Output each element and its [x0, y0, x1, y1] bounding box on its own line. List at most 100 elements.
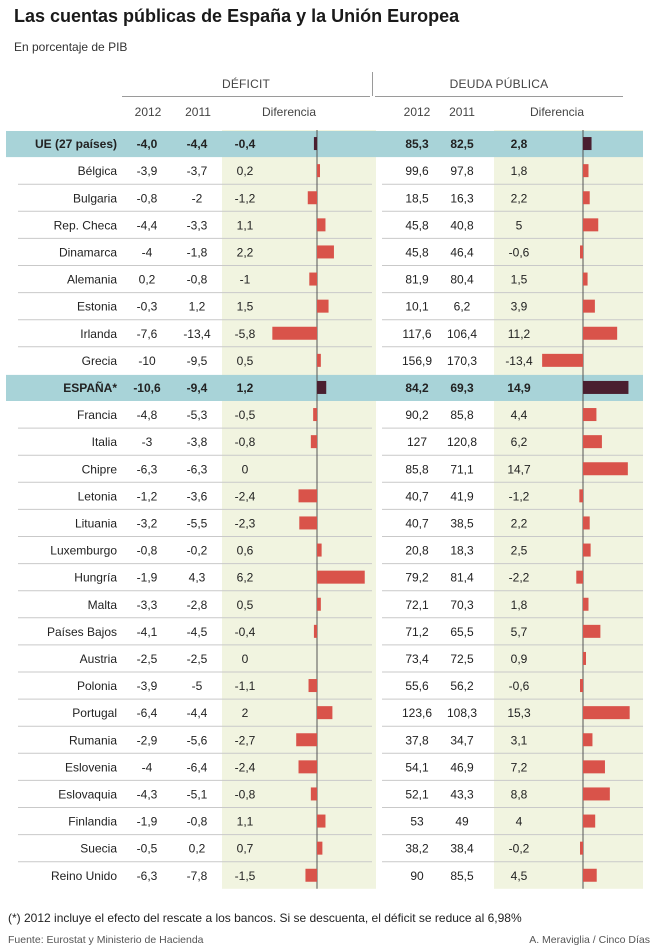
- debt-diff-bar: [583, 272, 588, 286]
- deficit-diff-bar: [298, 489, 317, 503]
- country-label: Estonia: [77, 300, 117, 314]
- deficit-group-header: DÉFICIT: [221, 77, 271, 91]
- deficit-2012-value: -4,3: [137, 787, 158, 801]
- deficit-diff-bar: [317, 814, 326, 828]
- debt-2011-value: 18,3: [450, 544, 474, 558]
- debt-2011-value: 65,5: [450, 625, 474, 639]
- debt-diff-value: 3,1: [511, 733, 528, 747]
- country-label: Hungría: [74, 571, 117, 585]
- deficit-diff-bar: [317, 218, 326, 232]
- deficit-2011-value: -9,4: [187, 381, 208, 395]
- debt-diff-value: 2,8: [511, 137, 528, 151]
- deficit-2012-value: -4,8: [137, 408, 158, 422]
- debt-diff-value: 14,9: [507, 381, 531, 395]
- country-label: Rumania: [69, 733, 117, 747]
- footnote: (*) 2012 incluye el efecto del rescate a…: [8, 911, 522, 925]
- debt-diff-bar: [583, 651, 586, 665]
- deficit-diff-value: -2,4: [235, 760, 256, 774]
- debt-2012-value: 37,8: [405, 733, 429, 747]
- deficit-diff-value: -1,5: [235, 869, 256, 883]
- deficit-diff-bar: [298, 760, 317, 774]
- debt-diff-bar: [583, 191, 590, 205]
- debt-col-2011: 2011: [449, 105, 475, 119]
- debt-2011-value: 170,3: [447, 354, 477, 368]
- debt-diff-value: 2,2: [511, 191, 528, 205]
- debt-diff-value: 7,2: [511, 760, 528, 774]
- deficit-diff-value: -0,5: [235, 408, 256, 422]
- deficit-2011-value: -5: [192, 679, 203, 693]
- debt-diff-bar: [583, 868, 597, 882]
- debt-diff-value: 0,9: [511, 652, 528, 666]
- debt-2012-value: 40,7: [405, 489, 429, 503]
- chart-subtitle: En porcentaje de PIB: [14, 40, 128, 54]
- country-label: Bélgica: [78, 164, 118, 178]
- deficit-2011-value: 1,2: [189, 300, 206, 314]
- deficit-diff-value: -1,1: [235, 679, 256, 693]
- debt-2011-value: 46,4: [450, 245, 474, 259]
- debt-2012-value: 45,8: [405, 218, 429, 232]
- country-label: Italia: [92, 435, 118, 449]
- deficit-2012-value: -4,0: [137, 137, 158, 151]
- deficit-diff-value: 1,1: [237, 815, 254, 829]
- debt-2012-value: 72,1: [405, 598, 429, 612]
- country-label: Eslovaquia: [58, 787, 117, 801]
- deficit-diff-bar: [310, 787, 317, 801]
- country-label: Bulgaria: [73, 191, 117, 205]
- debt-diff-bar: [580, 679, 583, 693]
- debt-2011-value: 80,4: [450, 273, 474, 287]
- debt-diff-bar: [583, 787, 610, 801]
- debt-diff-value: 4,4: [511, 408, 528, 422]
- debt-2012-value: 71,2: [405, 625, 429, 639]
- deficit-diff-value: 1,2: [237, 381, 254, 395]
- deficit-2012-value: -3,3: [137, 598, 158, 612]
- country-label: Austria: [80, 652, 118, 666]
- deficit-2011-value: -4,4: [187, 137, 208, 151]
- debt-2011-value: 85,5: [450, 869, 474, 883]
- debt-diff-bar: [579, 489, 583, 503]
- deficit-diff-bar: [317, 299, 329, 313]
- deficit-col-2012: 2012: [134, 105, 162, 119]
- debt-diff-bar: [583, 435, 602, 449]
- data-table-chart: UE (27 países) -4,0 -4,4 -0,4 85,3 82,5 2,8 Bél…: [6, 130, 643, 889]
- debt-diff-bar: [580, 841, 583, 855]
- deficit-diff-bar: [317, 570, 365, 584]
- debt-diff-bar: [542, 353, 583, 367]
- deficit-2012-value: -7,6: [137, 327, 158, 341]
- deficit-diff-value: 0,5: [237, 354, 254, 368]
- deficit-2012-value: -10: [138, 354, 156, 368]
- deficit-diff-bar: [317, 164, 320, 178]
- debt-diff-value: 1,8: [511, 598, 528, 612]
- debt-diff-value: 4,5: [511, 869, 528, 883]
- debt-2012-value: 117,6: [402, 327, 431, 341]
- country-label: Francia: [77, 408, 117, 422]
- country-label: Portugal: [72, 706, 117, 720]
- deficit-2011-value: -3,3: [187, 218, 208, 232]
- deficit-2011-value: -5,3: [187, 408, 208, 422]
- deficit-2011-value: -0,2: [187, 544, 208, 558]
- deficit-2012-value: -2,5: [137, 652, 158, 666]
- deficit-diff-bar: [272, 326, 317, 340]
- debt-2012-value: 20,8: [405, 544, 429, 558]
- debt-diff-value: 15,3: [507, 706, 531, 720]
- deficit-2012-value: -3,9: [137, 164, 158, 178]
- deficit-2012-value: 0,2: [139, 273, 156, 287]
- debt-2011-value: 43,3: [450, 787, 474, 801]
- deficit-2012-value: -6,4: [137, 706, 158, 720]
- deficit-2012-value: -10,6: [133, 381, 161, 395]
- deficit-2012-value: -1,2: [137, 489, 158, 503]
- deficit-diff-value: -0,8: [235, 435, 256, 449]
- debt-diff-bar: [583, 218, 599, 232]
- chart-title: Las cuentas públicas de España y la Unió…: [14, 6, 460, 26]
- debt-2011-value: 46,9: [450, 760, 474, 774]
- debt-2011-value: 85,8: [450, 408, 474, 422]
- debt-diff-value: -1,2: [509, 489, 530, 503]
- deficit-2012-value: -0,5: [137, 842, 158, 856]
- debt-2012-value: 54,1: [405, 760, 429, 774]
- deficit-diff-bar: [317, 841, 323, 855]
- deficit-2012-value: -0,8: [137, 191, 158, 205]
- debt-2011-value: 72,5: [450, 652, 474, 666]
- debt-2011-value: 82,5: [450, 137, 474, 151]
- debt-2012-value: 85,3: [405, 137, 429, 151]
- deficit-diff-value: 2,2: [237, 245, 254, 259]
- debt-diff-bar: [583, 814, 596, 828]
